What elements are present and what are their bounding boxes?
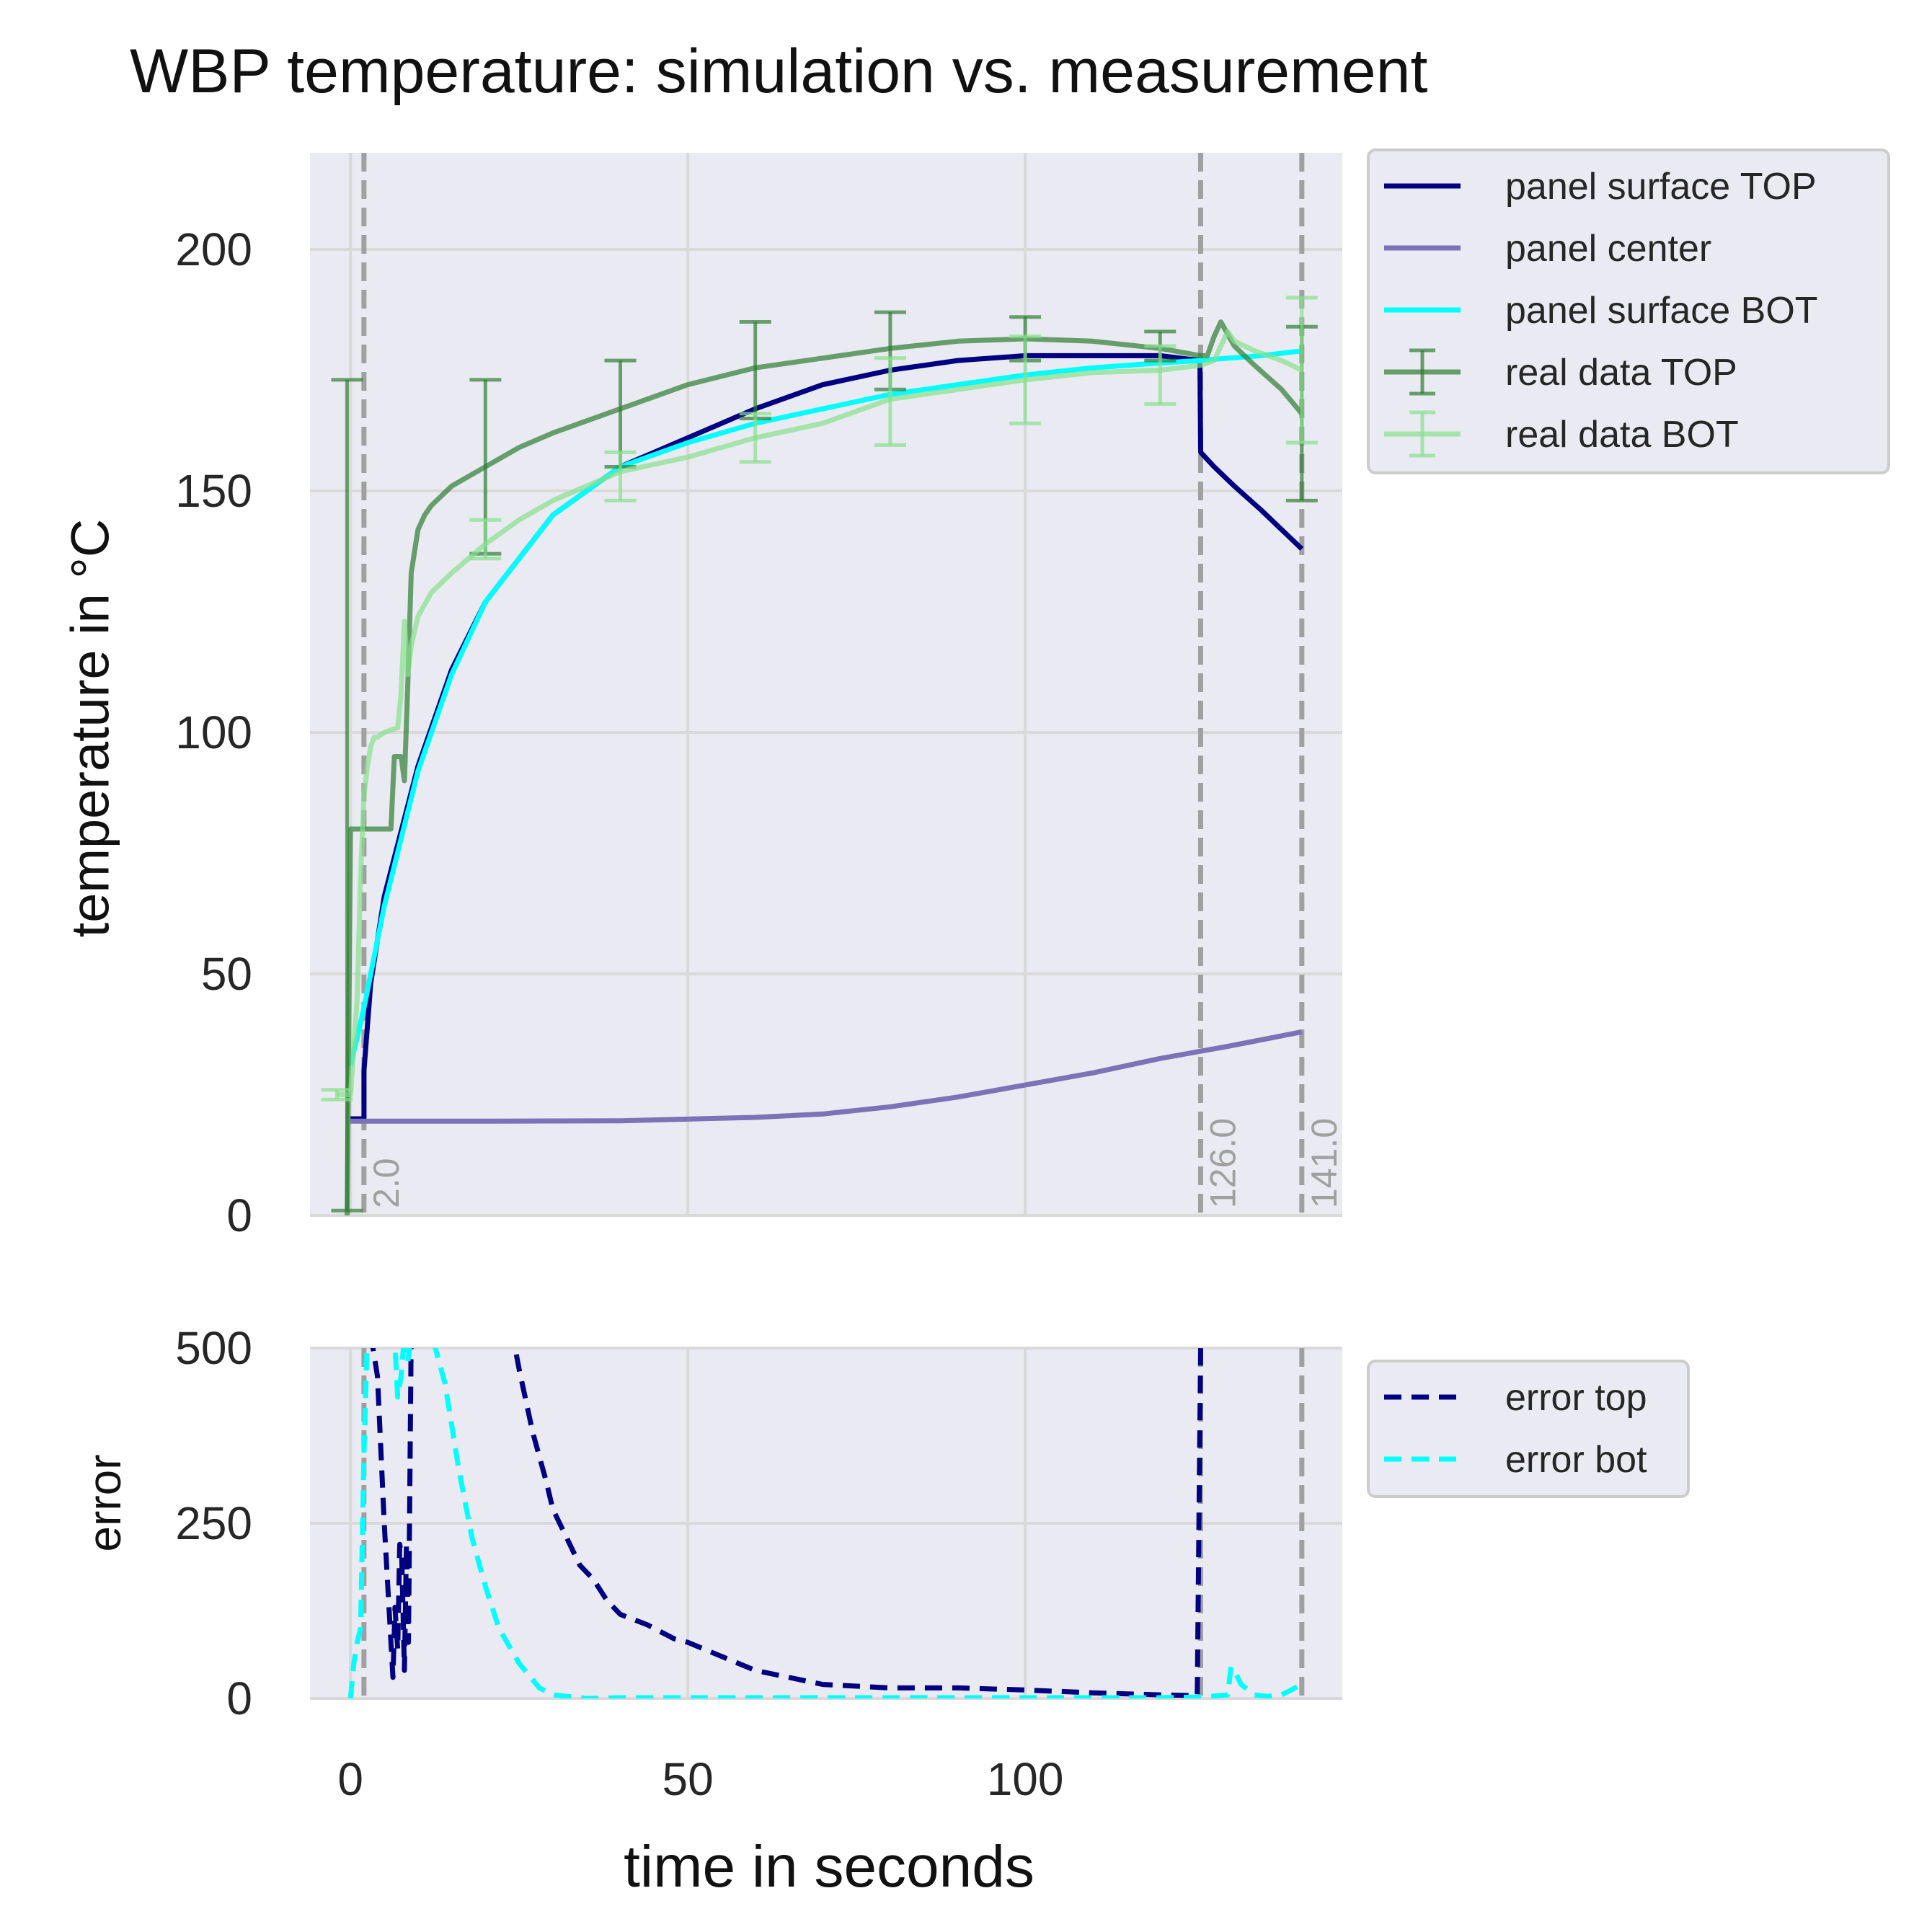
errorbar-real-data-bot — [1009, 334, 1042, 425]
errorbar-real-data-bot — [321, 1088, 353, 1102]
vline-label-126-0: 126.0 — [1202, 1118, 1243, 1208]
y-tick-label: 50 — [201, 948, 252, 1000]
x-tick-label: 50 — [663, 1753, 714, 1805]
legend-label: error bot — [1505, 1439, 1647, 1481]
y-tick-label: 200 — [175, 223, 252, 275]
errorbar-real-data-bot — [469, 518, 502, 561]
legend-error: error top error bot — [1367, 1360, 1690, 1498]
legend-item-real-data-top: real data TOP — [1384, 348, 1737, 396]
x-tick-label: 100 — [987, 1753, 1064, 1805]
legend-label: panel surface TOP — [1505, 166, 1817, 208]
series-real-data-bot — [337, 329, 1303, 1097]
errorbar-real-data-bot — [1144, 344, 1177, 406]
y-tick-label: 150 — [175, 465, 252, 517]
legend-label: real data BOT — [1505, 414, 1739, 456]
errorbar-real-data-bot — [874, 356, 906, 447]
legend-label: error top — [1505, 1377, 1647, 1419]
y-tick-label: 100 — [175, 706, 252, 758]
error-series-error-top — [370, 1348, 1204, 1698]
x-tick-label: 0 — [337, 1753, 363, 1805]
vline-label-2-0: 2.0 — [366, 1158, 407, 1208]
legend-label: panel surface BOT — [1505, 290, 1818, 332]
time-axis-label: time in seconds — [624, 1834, 1034, 1900]
legend-label: real data TOP — [1505, 352, 1737, 394]
chart-title: WBP temperature: simulation vs. measurem… — [130, 37, 1428, 106]
legend-item-error-bot: error bot — [1384, 1439, 1647, 1481]
errorbar-real-data-bot — [739, 412, 771, 464]
errorbar-real-data-top — [331, 378, 363, 1213]
error-series-error-bot — [347, 1348, 1303, 1698]
error-y-tick-label: 500 — [175, 1322, 252, 1374]
errorbar-real-data-bot — [604, 450, 637, 502]
legend-item-panel-surface-top: panel surface TOP — [1384, 166, 1817, 208]
errorbar-real-data-bot — [1285, 296, 1318, 445]
error-y-tick-label: 250 — [175, 1497, 252, 1549]
legend-item-panel-center: panel center — [1384, 228, 1711, 270]
legend-item-real-data-bot: real data BOT — [1384, 410, 1739, 458]
series-panel-center — [350, 1029, 1303, 1124]
legend-main: panel surface TOP panel center panel surfa… — [1367, 149, 1890, 474]
vline-label-141-0: 141.0 — [1304, 1118, 1344, 1208]
series-panel-surface-bot — [347, 348, 1303, 1067]
legend-item-error-top: error top — [1384, 1377, 1647, 1419]
error-y-tick-label: 0 — [226, 1672, 252, 1724]
legend-item-panel-surface-bot: panel surface BOT — [1384, 290, 1818, 332]
y-tick-label: 0 — [226, 1189, 252, 1241]
legend-label: panel center — [1505, 228, 1711, 270]
legend-frame — [1367, 149, 1890, 474]
